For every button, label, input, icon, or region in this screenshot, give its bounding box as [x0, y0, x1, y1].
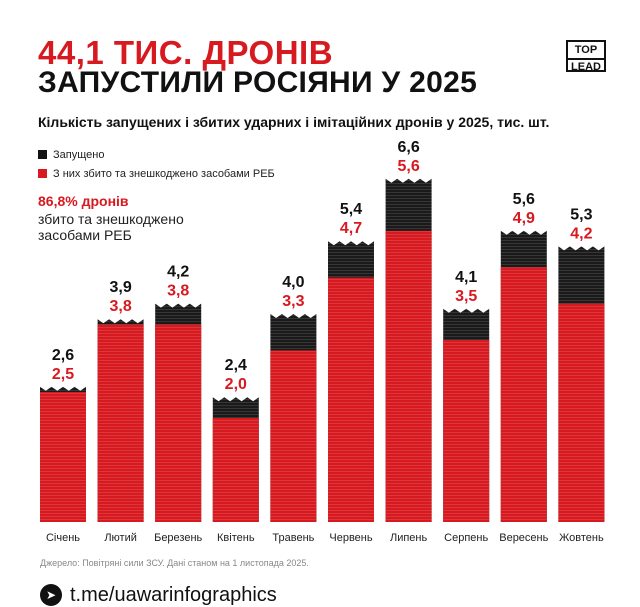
- value-label-launched-2: 3,9: [109, 279, 131, 296]
- logo-divider: [568, 58, 604, 60]
- category-label-10: Жовтень: [559, 532, 604, 544]
- value-label-shot-down-7: 5,6: [397, 158, 419, 175]
- legend-item-shot-down: З них збито та знешкоджено засобами РЕБ: [38, 168, 275, 180]
- logo-top-text: TOP: [574, 44, 598, 56]
- legend-swatch-shot-down: [38, 169, 47, 178]
- legend-label-launched: Запущено: [53, 149, 105, 161]
- logo-bottom-text: LEAD: [571, 61, 601, 73]
- bar-texture-7: [385, 178, 432, 523]
- category-label-9: Вересень: [499, 532, 548, 544]
- note-text: збито та знешкоджено засобами РЕБ: [38, 211, 184, 243]
- value-label-launched-10: 5,3: [570, 206, 592, 223]
- value-label-shot-down-3: 3,8: [167, 283, 189, 300]
- bar-texture-10: [558, 246, 605, 522]
- value-label-launched-6: 5,4: [340, 201, 362, 218]
- category-label-2: Лютий: [104, 532, 137, 544]
- legend-swatch-launched: [38, 150, 47, 159]
- source-note: Джерело: Повітряні сили ЗСУ. Дані станом…: [40, 558, 309, 568]
- note-percent: 86,8% дронів: [38, 193, 129, 209]
- value-label-launched-1: 2,6: [52, 347, 74, 364]
- bar-texture-1: [40, 386, 86, 522]
- value-label-launched-5: 4,0: [282, 274, 304, 291]
- value-label-shot-down-4: 2,0: [225, 376, 247, 393]
- value-label-launched-7: 6,6: [397, 139, 419, 156]
- category-label-7: Липень: [390, 532, 428, 544]
- footer-channel-link[interactable]: ➤ t.me/uawarinfographics: [40, 584, 277, 607]
- legend-label-shot-down: З них збито та знешкоджено засобами РЕБ: [53, 168, 275, 180]
- value-label-launched-8: 4,1: [455, 269, 477, 286]
- bar-texture-9: [500, 230, 547, 523]
- telegram-icon: ➤: [40, 584, 62, 606]
- bar-texture-2: [97, 319, 144, 522]
- title-line-1: 44,1 ТИС. ДРОНІВ: [38, 34, 334, 71]
- value-label-launched-9: 5,6: [513, 191, 535, 208]
- value-label-launched-4: 2,4: [225, 357, 247, 374]
- category-label-4: Квітень: [217, 532, 255, 544]
- category-label-6: Червень: [329, 532, 372, 544]
- category-label-8: Серпень: [444, 532, 488, 544]
- category-label-5: Травень: [272, 532, 314, 544]
- bar-texture-4: [212, 397, 259, 522]
- value-label-shot-down-5: 3,3: [282, 293, 304, 310]
- bar-texture-3: [155, 303, 202, 522]
- top-lead-logo: TOP LEAD: [566, 40, 606, 73]
- value-label-shot-down-8: 3,5: [455, 288, 477, 305]
- bar-texture-6: [328, 241, 374, 522]
- value-label-shot-down-2: 3,8: [109, 298, 131, 315]
- value-label-shot-down-10: 4,2: [570, 225, 592, 242]
- bar-texture-5: [270, 314, 317, 522]
- category-label-1: Січень: [46, 532, 80, 544]
- value-label-shot-down-9: 4,9: [513, 210, 535, 227]
- category-label-3: Березень: [154, 532, 202, 544]
- chart-subtitle: Кількість запущених і збитих ударних і і…: [38, 114, 550, 130]
- title-line-2: ЗАПУСТИЛИ РОСІЯНИ У 2025: [38, 66, 478, 99]
- legend-item-launched: Запущено: [38, 149, 104, 161]
- bar-texture-8: [443, 308, 490, 522]
- value-label-launched-3: 4,2: [167, 264, 189, 281]
- footer-channel-text: t.me/uawarinfographics: [70, 584, 277, 606]
- value-label-shot-down-6: 4,7: [340, 220, 362, 237]
- value-label-shot-down-1: 2,5: [52, 366, 74, 383]
